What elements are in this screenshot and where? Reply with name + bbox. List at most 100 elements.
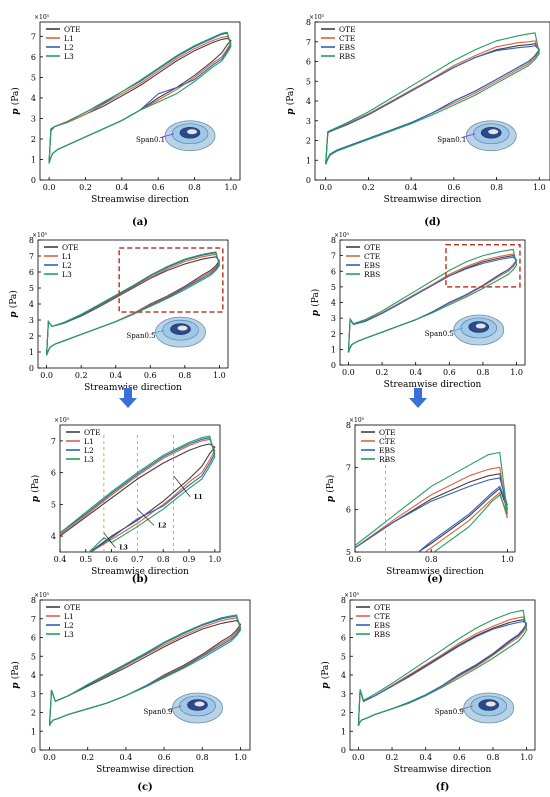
legend-label-OTE: OTE bbox=[64, 603, 81, 612]
y-tick-label: 7 bbox=[29, 252, 34, 261]
legend-label-EBS: EBS bbox=[379, 446, 395, 455]
annotation-label: L2 bbox=[158, 522, 166, 529]
inset-span-label: Span0.9 bbox=[435, 708, 464, 716]
x-tick-label: 0.8 bbox=[157, 555, 170, 564]
legend-label-L3: L3 bbox=[62, 270, 72, 279]
panel-label: (f) bbox=[436, 782, 450, 793]
x-tick-label: 0.6 bbox=[349, 555, 362, 564]
y-tick-label: 5 bbox=[341, 652, 346, 661]
chart-b-top: ×10⁵ 0.0 0.2 0.4 0.6 0.8 1.0 0 1 2 3 4 5 6 7 8 Streamwis… bbox=[8, 232, 229, 393]
x-tick-label: 0.8 bbox=[477, 368, 490, 377]
x-tick-label: 0.6 bbox=[105, 555, 118, 564]
x-tick-label: 1.0 bbox=[208, 555, 221, 564]
legend-label-OTE: OTE bbox=[64, 25, 81, 34]
series-line-RBS bbox=[357, 609, 528, 726]
y-tick-label: 8 bbox=[29, 236, 34, 245]
y-exponent: ×10⁵ bbox=[34, 592, 50, 599]
y-tick-label: 4 bbox=[341, 671, 346, 680]
legend-label-EBS: EBS bbox=[339, 43, 355, 52]
x-tick-label: 1.0 bbox=[225, 183, 238, 192]
y-axis-label: p (Pa) bbox=[10, 87, 21, 114]
series-group bbox=[325, 32, 541, 165]
x-tick-label: 1.0 bbox=[501, 555, 514, 564]
chart-c: ×10⁵ 0.0 0.2 0.4 0.6 0.8 1.0 0 1 2 3 4 5 6 7 8 Streamwis… bbox=[10, 592, 251, 793]
x-tick-label: 1.0 bbox=[510, 368, 523, 377]
series-line-EBS bbox=[325, 45, 541, 165]
inset-pointer bbox=[150, 329, 165, 335]
panel-label: (d) bbox=[424, 217, 440, 228]
x-axis-label: Streamwise direction bbox=[384, 380, 482, 390]
y-axis-label: p (Pa) bbox=[320, 661, 331, 688]
y-tick-label: 6 bbox=[29, 268, 34, 277]
x-tick-label: 0.0 bbox=[342, 368, 355, 377]
series-group bbox=[48, 31, 232, 164]
y-tick-label: 5 bbox=[51, 500, 56, 509]
inset-span-label: Span0.1 bbox=[437, 136, 466, 144]
x-tick-label: 0.0 bbox=[43, 183, 56, 192]
legend-label-CTE: CTE bbox=[339, 34, 355, 43]
y-tick-label: 0 bbox=[341, 746, 346, 755]
x-tick-label: 0.2 bbox=[386, 753, 399, 762]
legend-label-RBS: RBS bbox=[339, 52, 355, 61]
x-tick-label: 0.0 bbox=[319, 183, 332, 192]
x-tick-label: 1.0 bbox=[213, 371, 226, 380]
legend-label-RBS: RBS bbox=[374, 630, 390, 639]
y-tick-label: 6 bbox=[331, 267, 336, 276]
x-tick-label: 0.4 bbox=[409, 368, 422, 377]
series-line-L3 bbox=[48, 614, 242, 726]
x-tick-label: 0.0 bbox=[43, 753, 56, 762]
inset-pointer bbox=[458, 705, 473, 711]
y-tick-label: 3 bbox=[341, 690, 346, 699]
x-tick-label: 0.6 bbox=[158, 753, 171, 762]
panel-label: (b) bbox=[132, 574, 148, 585]
y-axis-label: p (Pa) bbox=[8, 290, 19, 317]
inset-pointer bbox=[159, 133, 175, 139]
y-exponent: ×10⁵ bbox=[54, 417, 70, 424]
series-line-L3 bbox=[48, 31, 232, 164]
y-tick-label: 0 bbox=[31, 176, 36, 185]
y-tick-label: 6 bbox=[306, 58, 311, 67]
x-tick-label: 0.6 bbox=[443, 368, 456, 377]
y-tick-label: 8 bbox=[346, 421, 351, 430]
y-tick-label: 8 bbox=[31, 596, 36, 605]
series-line-EBS bbox=[355, 477, 508, 552]
annotation-arrow bbox=[173, 475, 191, 498]
y-tick-label: 8 bbox=[331, 236, 336, 245]
y-tick-label: 4 bbox=[306, 97, 311, 106]
y-axis-label: p (Pa) bbox=[10, 661, 21, 688]
x-axis-label: Streamwise direction bbox=[91, 195, 189, 205]
x-axis-label: Streamwise direction bbox=[384, 195, 482, 205]
y-exponent: ×10⁵ bbox=[32, 232, 48, 239]
x-axis-label: Streamwise direction bbox=[96, 765, 194, 775]
x-tick-label: 0.8 bbox=[487, 753, 500, 762]
zoom-arrow-icon bbox=[409, 388, 427, 408]
y-tick-label: 6 bbox=[51, 469, 56, 478]
y-axis-label: p (Pa) bbox=[30, 475, 41, 502]
y-tick-label: 1 bbox=[29, 348, 34, 357]
legend-label-L2: L2 bbox=[64, 621, 74, 630]
y-tick-label: 2 bbox=[31, 709, 36, 718]
series-group bbox=[60, 435, 216, 552]
x-axis-label: Streamwise direction bbox=[386, 567, 484, 577]
y-tick-label: 3 bbox=[331, 314, 336, 323]
y-tick-label: 1 bbox=[306, 156, 311, 165]
annotation-arrow bbox=[103, 532, 116, 548]
legend-label-L2: L2 bbox=[84, 446, 94, 455]
y-tick-label: 1 bbox=[31, 727, 36, 736]
panel-label: (e) bbox=[427, 574, 443, 585]
y-axis-label: p (Pa) bbox=[285, 87, 296, 114]
impeller-inset-icon bbox=[453, 314, 505, 346]
y-tick-label: 5 bbox=[331, 283, 336, 292]
legend-label-OTE: OTE bbox=[379, 428, 396, 437]
y-tick-label: 4 bbox=[51, 532, 56, 541]
x-tick-label: 1.0 bbox=[520, 753, 533, 762]
x-tick-label: 0.8 bbox=[188, 183, 201, 192]
y-tick-label: 6 bbox=[341, 634, 346, 643]
inset-pointer bbox=[461, 133, 476, 139]
x-tick-label: 0.2 bbox=[362, 183, 375, 192]
y-tick-label: 5 bbox=[29, 284, 34, 293]
y-axis-label: p (Pa) bbox=[310, 289, 321, 316]
y-tick-label: 5 bbox=[31, 73, 36, 82]
x-tick-label: 0.6 bbox=[144, 371, 157, 380]
y-tick-label: 6 bbox=[31, 53, 36, 62]
